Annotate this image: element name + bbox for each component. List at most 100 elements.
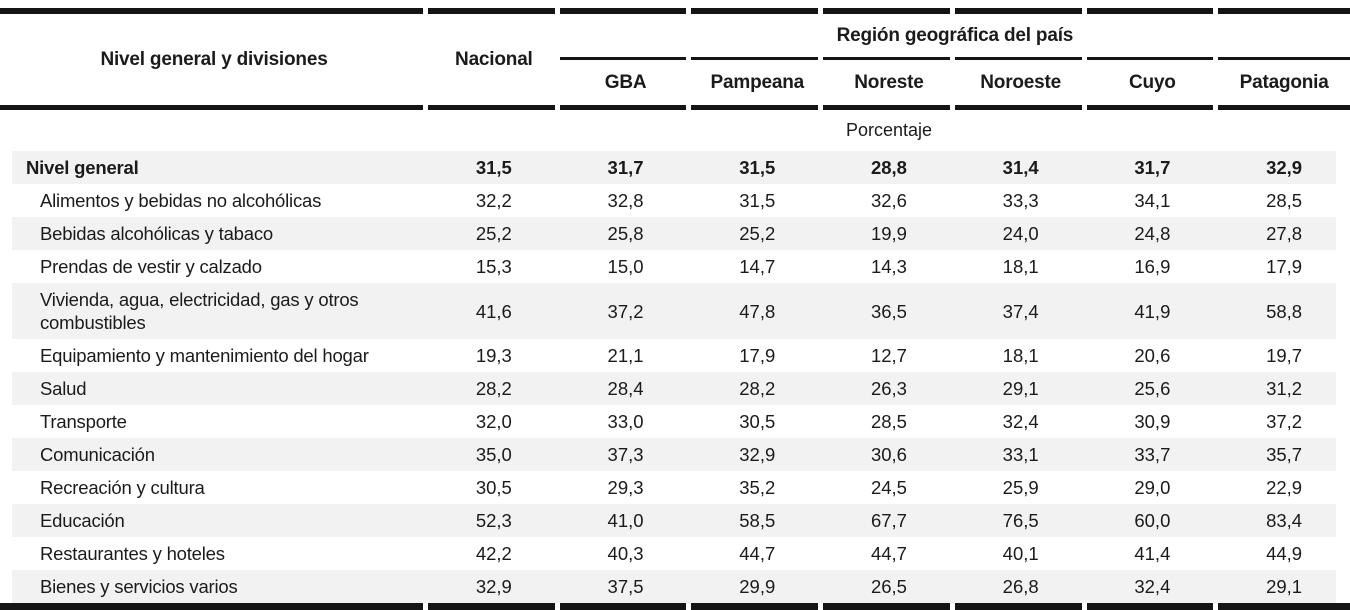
- value-cell: 14,3: [870, 256, 907, 277]
- rule-segment: [1218, 603, 1350, 610]
- row-label: Bebidas alcohólicas y tabaco: [0, 217, 428, 250]
- rule-segment: [691, 8, 819, 14]
- value-cell: 41,0: [559, 504, 692, 537]
- table-body: Porcentaje Nivel general 31,5 31,7 31,5 28,8…: [0, 110, 1350, 603]
- rule-segment: [1218, 57, 1350, 60]
- ipc-by-region-table: Nivel general y divisiones Nacional Regi…: [0, 8, 1350, 610]
- rule-segment: [559, 8, 687, 14]
- rule-segment: [823, 603, 950, 610]
- row-label: Prendas de vestir y calzado: [40, 256, 262, 277]
- rule-segment-cell: [823, 603, 955, 610]
- region-column-header-pampeana: Pampeana: [710, 71, 805, 93]
- value-cell: 40,1: [1002, 543, 1039, 564]
- rule-segment: [1086, 603, 1214, 610]
- value-cell: 44,7: [870, 543, 907, 564]
- value-cell: 19,7: [1266, 345, 1303, 366]
- table-header: Nivel general y divisiones Nacional Regi…: [0, 8, 1350, 110]
- value-cell: 25,6: [1086, 372, 1219, 405]
- rule-segment: [0, 105, 423, 110]
- value-cell: 29,1: [1218, 570, 1350, 603]
- value-cell: 44,7: [739, 543, 776, 564]
- value-cell: 58,5: [691, 504, 824, 537]
- rule-segment: [1086, 57, 1214, 60]
- rule-segment-cell: [1218, 603, 1350, 610]
- value-cell: 42,2: [475, 543, 512, 564]
- value-cell: 34,1: [1134, 190, 1171, 211]
- row-label: Vivienda, agua, electricidad, gas y otro…: [0, 283, 428, 339]
- rule-segment-cell: [1086, 105, 1219, 110]
- value-cell: 32,6: [870, 190, 907, 211]
- value-cell: 30,5: [475, 477, 512, 498]
- value-cell: 32,8: [607, 190, 644, 211]
- value-cell: 37,5: [559, 570, 692, 603]
- rule-segment: [428, 603, 555, 610]
- value-cell: 17,9: [1266, 256, 1303, 277]
- header-row-groups: Nivel general y divisiones Nacional Regi…: [0, 14, 1350, 71]
- rule-segment: [559, 603, 687, 610]
- rule-segment: [954, 57, 1082, 60]
- rule-segment-cell: [1086, 603, 1219, 610]
- value-cell: 18,1: [1002, 345, 1039, 366]
- rule-segment: [428, 105, 555, 110]
- rule-segment-cell: [954, 105, 1087, 110]
- value-cell: 41,9: [1086, 283, 1219, 339]
- rule-segment-cell: [691, 603, 823, 610]
- table-row: Restaurantes y hoteles 42,2 40,3 44,7 44,7 40…: [0, 537, 1350, 570]
- rule-segment-cell: [691, 8, 823, 14]
- value-cell: 30,5: [739, 411, 776, 432]
- region-column-header-cuyo: Cuyo: [1129, 71, 1176, 93]
- value-cell: 60,0: [1086, 504, 1219, 537]
- value-cell: 35,2: [739, 477, 776, 498]
- row-label: Comunicación: [0, 438, 428, 471]
- stub-column-header: Nivel general y divisiones: [100, 49, 328, 70]
- value-cell: 14,7: [739, 256, 776, 277]
- value-cell: 40,3: [607, 543, 644, 564]
- rule-segment-cell: [823, 105, 955, 110]
- value-cell: 31,5: [691, 151, 824, 184]
- rule-segment-cell: [691, 105, 823, 110]
- row-label: Educación: [0, 504, 428, 537]
- value-cell: 44,9: [1266, 543, 1303, 564]
- value-cell: 27,8: [1218, 217, 1350, 250]
- value-cell: 15,3: [475, 256, 512, 277]
- value-cell: 31,5: [428, 151, 560, 184]
- value-cell: 12,7: [870, 345, 907, 366]
- rule-segment-cell: [559, 603, 692, 610]
- row-label: Alimentos y bebidas no alcohólicas: [40, 190, 322, 211]
- value-cell: 30,9: [1134, 411, 1171, 432]
- rule-segment-cell: [428, 105, 560, 110]
- value-cell: 83,4: [1218, 504, 1350, 537]
- value-cell: 19,9: [823, 217, 955, 250]
- value-cell: 37,2: [559, 283, 692, 339]
- value-cell: 31,7: [559, 151, 692, 184]
- value-cell: 47,8: [691, 283, 824, 339]
- unit-row: Porcentaje: [0, 110, 1350, 151]
- table-row: Nivel general 31,5 31,7 31,5 28,8 31,4 31,7 32,…: [0, 151, 1350, 184]
- rule-segment-cell: [0, 603, 428, 610]
- row-label: Restaurantes y hoteles: [40, 543, 225, 564]
- value-cell: 32,4: [1002, 411, 1039, 432]
- value-cell: 31,5: [739, 190, 776, 211]
- value-cell: 28,2: [691, 372, 824, 405]
- value-cell: 58,8: [1218, 283, 1350, 339]
- value-cell: 41,4: [1134, 543, 1171, 564]
- rule-segment-cell: [428, 603, 560, 610]
- rule-segment: [0, 8, 423, 14]
- value-cell: 28,2: [428, 372, 560, 405]
- rule-segment-cell: [954, 8, 1087, 14]
- value-cell: 37,4: [954, 283, 1087, 339]
- rule-segment: [954, 8, 1082, 14]
- rule-segment-cell: [691, 57, 823, 60]
- value-cell: 22,9: [1266, 477, 1303, 498]
- value-cell: 25,2: [428, 217, 560, 250]
- table-row: Vivienda, agua, electricidad, gas y otro…: [0, 283, 1350, 339]
- value-cell: 31,7: [1086, 151, 1219, 184]
- value-cell: 37,2: [1266, 411, 1303, 432]
- rule-segment: [559, 57, 687, 60]
- value-cell: 24,0: [954, 217, 1087, 250]
- value-cell: 21,1: [607, 345, 644, 366]
- rule-segment: [1218, 105, 1350, 110]
- value-cell: 25,9: [1002, 477, 1039, 498]
- header-bottom-rule: [0, 105, 1350, 110]
- table-row: Alimentos y bebidas no alcohólicas 32,2 32…: [0, 184, 1350, 217]
